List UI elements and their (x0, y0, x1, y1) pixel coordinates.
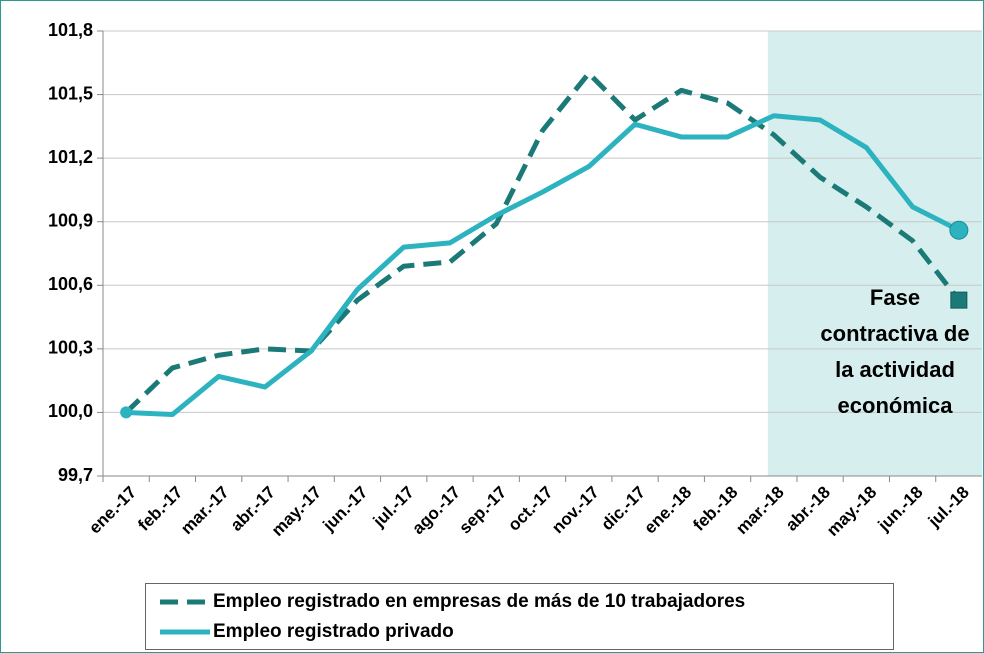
annotation: Fase contractiva de la actividad económi… (820, 285, 970, 418)
series-line (126, 113, 960, 418)
legend-label: Empleo registrado privado (213, 621, 454, 642)
y-tick-label: 100,0 (48, 401, 93, 421)
start-marker (120, 406, 133, 419)
series-line (124, 70, 961, 415)
y-tick-label: 101,2 (48, 147, 93, 167)
y-tick-label: 100,3 (48, 338, 93, 358)
end-marker (949, 220, 969, 240)
legend-box (145, 583, 894, 650)
highlight-region (767, 31, 982, 476)
y-tick-label: 100,6 (48, 274, 93, 294)
legend-label: Empleo registrado en empresas de más de … (213, 591, 745, 612)
y-tick-label: 101,8 (48, 20, 93, 40)
end-marker (950, 291, 968, 309)
y-tick-label: 100,9 (48, 210, 93, 230)
y-tick-label: 99,7 (58, 465, 93, 485)
y-tick-label: 101,5 (48, 83, 93, 103)
